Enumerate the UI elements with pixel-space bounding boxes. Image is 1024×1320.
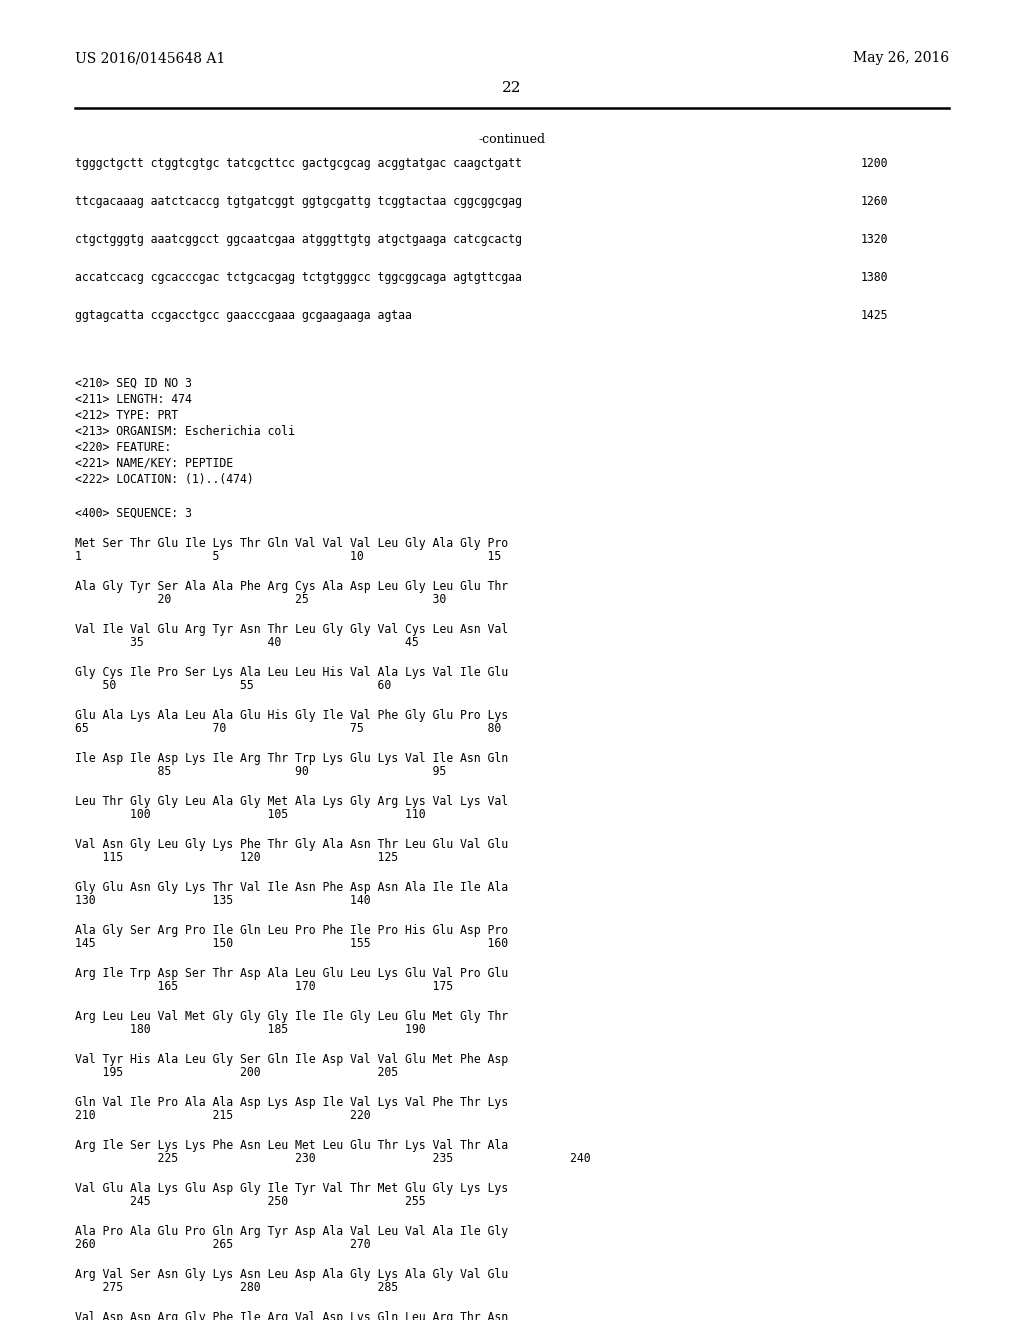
Text: 1380: 1380	[860, 271, 888, 284]
Text: Ala Gly Ser Arg Pro Ile Gln Leu Pro Phe Ile Pro His Glu Asp Pro: Ala Gly Ser Arg Pro Ile Gln Leu Pro Phe …	[75, 924, 508, 937]
Text: <221> NAME/KEY: PEPTIDE: <221> NAME/KEY: PEPTIDE	[75, 457, 232, 470]
Text: Arg Val Ser Asn Gly Lys Asn Leu Asp Ala Gly Lys Ala Gly Val Glu: Arg Val Ser Asn Gly Lys Asn Leu Asp Ala …	[75, 1269, 508, 1280]
Text: 50                  55                  60: 50 55 60	[75, 678, 391, 692]
Text: Ala Pro Ala Glu Pro Gln Arg Tyr Asp Ala Val Leu Val Ala Ile Gly: Ala Pro Ala Glu Pro Gln Arg Tyr Asp Ala …	[75, 1225, 508, 1238]
Text: 22: 22	[502, 81, 522, 95]
Text: tgggctgctt ctggtcgtgc tatcgcttcc gactgcgcag acggtatgac caagctgatt: tgggctgctt ctggtcgtgc tatcgcttcc gactgcg…	[75, 157, 521, 170]
Text: 260                 265                 270: 260 265 270	[75, 1238, 371, 1251]
Text: 1                   5                   10                  15: 1 5 10 15	[75, 550, 501, 564]
Text: 35                  40                  45: 35 40 45	[75, 636, 419, 649]
Text: 1200: 1200	[860, 157, 888, 170]
Text: <212> TYPE: PRT: <212> TYPE: PRT	[75, 409, 178, 422]
Text: 210                 215                 220: 210 215 220	[75, 1109, 371, 1122]
Text: 130                 135                 140: 130 135 140	[75, 894, 371, 907]
Text: Arg Ile Ser Lys Lys Phe Asn Leu Met Leu Glu Thr Lys Val Thr Ala: Arg Ile Ser Lys Lys Phe Asn Leu Met Leu …	[75, 1139, 508, 1152]
Text: Gln Val Ile Pro Ala Ala Asp Lys Asp Ile Val Lys Val Phe Thr Lys: Gln Val Ile Pro Ala Ala Asp Lys Asp Ile …	[75, 1096, 508, 1109]
Text: Leu Thr Gly Gly Leu Ala Gly Met Ala Lys Gly Arg Lys Val Lys Val: Leu Thr Gly Gly Leu Ala Gly Met Ala Lys …	[75, 795, 508, 808]
Text: Gly Cys Ile Pro Ser Lys Ala Leu Leu His Val Ala Lys Val Ile Glu: Gly Cys Ile Pro Ser Lys Ala Leu Leu His …	[75, 667, 508, 678]
Text: Val Tyr His Ala Leu Gly Ser Gln Ile Asp Val Val Glu Met Phe Asp: Val Tyr His Ala Leu Gly Ser Gln Ile Asp …	[75, 1053, 508, 1067]
Text: ggtagcatta ccgacctgcc gaacccgaaa gcgaagaaga agtaa: ggtagcatta ccgacctgcc gaacccgaaa gcgaaga…	[75, 309, 412, 322]
Text: 65                  70                  75                  80: 65 70 75 80	[75, 722, 501, 735]
Text: <220> FEATURE:: <220> FEATURE:	[75, 441, 171, 454]
Text: <213> ORGANISM: Escherichia coli: <213> ORGANISM: Escherichia coli	[75, 425, 295, 438]
Text: <222> LOCATION: (1)..(474): <222> LOCATION: (1)..(474)	[75, 473, 254, 486]
Text: Glu Ala Lys Ala Leu Ala Glu His Gly Ile Val Phe Gly Glu Pro Lys: Glu Ala Lys Ala Leu Ala Glu His Gly Ile …	[75, 709, 508, 722]
Text: 195                 200                 205: 195 200 205	[75, 1067, 398, 1078]
Text: 20                  25                  30: 20 25 30	[75, 593, 446, 606]
Text: <400> SEQUENCE: 3: <400> SEQUENCE: 3	[75, 507, 191, 520]
Text: Arg Ile Trp Asp Ser Thr Asp Ala Leu Glu Leu Lys Glu Val Pro Glu: Arg Ile Trp Asp Ser Thr Asp Ala Leu Glu …	[75, 968, 508, 979]
Text: Val Ile Val Glu Arg Tyr Asn Thr Leu Gly Gly Val Cys Leu Asn Val: Val Ile Val Glu Arg Tyr Asn Thr Leu Gly …	[75, 623, 508, 636]
Text: 1260: 1260	[860, 195, 888, 209]
Text: May 26, 2016: May 26, 2016	[853, 51, 949, 65]
Text: 145                 150                 155                 160: 145 150 155 160	[75, 937, 508, 950]
Text: ttcgacaaag aatctcaccg tgtgatcggt ggtgcgattg tcggtactaa cggcggcgag: ttcgacaaag aatctcaccg tgtgatcggt ggtgcga…	[75, 195, 521, 209]
Text: 1320: 1320	[860, 234, 888, 246]
Text: 85                  90                  95: 85 90 95	[75, 766, 446, 777]
Text: accatccacg cgcacccgac tctgcacgag tctgtgggcc tggcggcaga agtgttcgaa: accatccacg cgcacccgac tctgcacgag tctgtgg…	[75, 271, 521, 284]
Text: ctgctgggtg aaatcggcct ggcaatcgaa atgggttgtg atgctgaaga catcgcactg: ctgctgggtg aaatcggcct ggcaatcgaa atgggtt…	[75, 234, 521, 246]
Text: 180                 185                 190: 180 185 190	[75, 1023, 425, 1036]
Text: 1425: 1425	[860, 309, 888, 322]
Text: Arg Leu Leu Val Met Gly Gly Gly Ile Ile Gly Leu Glu Met Gly Thr: Arg Leu Leu Val Met Gly Gly Gly Ile Ile …	[75, 1010, 508, 1023]
Text: 275                 280                 285: 275 280 285	[75, 1280, 398, 1294]
Text: <211> LENGTH: 474: <211> LENGTH: 474	[75, 393, 191, 407]
Text: Gly Glu Asn Gly Lys Thr Val Ile Asn Phe Asp Asn Ala Ile Ile Ala: Gly Glu Asn Gly Lys Thr Val Ile Asn Phe …	[75, 880, 508, 894]
Text: <210> SEQ ID NO 3: <210> SEQ ID NO 3	[75, 378, 191, 389]
Text: US 2016/0145648 A1: US 2016/0145648 A1	[75, 51, 225, 65]
Text: 100                 105                 110: 100 105 110	[75, 808, 425, 821]
Text: Ala Gly Tyr Ser Ala Ala Phe Arg Cys Ala Asp Leu Gly Leu Glu Thr: Ala Gly Tyr Ser Ala Ala Phe Arg Cys Ala …	[75, 579, 508, 593]
Text: Val Asn Gly Leu Gly Lys Phe Thr Gly Ala Asn Thr Leu Glu Val Glu: Val Asn Gly Leu Gly Lys Phe Thr Gly Ala …	[75, 838, 508, 851]
Text: 225                 230                 235                 240: 225 230 235 240	[75, 1152, 591, 1166]
Text: Met Ser Thr Glu Ile Lys Thr Gln Val Val Val Leu Gly Ala Gly Pro: Met Ser Thr Glu Ile Lys Thr Gln Val Val …	[75, 537, 508, 550]
Text: 245                 250                 255: 245 250 255	[75, 1195, 425, 1208]
Text: Val Asp Asp Arg Gly Phe Ile Arg Val Asp Lys Gln Leu Arg Thr Asn: Val Asp Asp Arg Gly Phe Ile Arg Val Asp …	[75, 1311, 508, 1320]
Text: 165                 170                 175: 165 170 175	[75, 979, 453, 993]
Text: 115                 120                 125: 115 120 125	[75, 851, 398, 865]
Text: -continued: -continued	[478, 133, 546, 147]
Text: Val Glu Ala Lys Glu Asp Gly Ile Tyr Val Thr Met Glu Gly Lys Lys: Val Glu Ala Lys Glu Asp Gly Ile Tyr Val …	[75, 1181, 508, 1195]
Text: Ile Asp Ile Asp Lys Ile Arg Thr Trp Lys Glu Lys Val Ile Asn Gln: Ile Asp Ile Asp Lys Ile Arg Thr Trp Lys …	[75, 752, 508, 766]
